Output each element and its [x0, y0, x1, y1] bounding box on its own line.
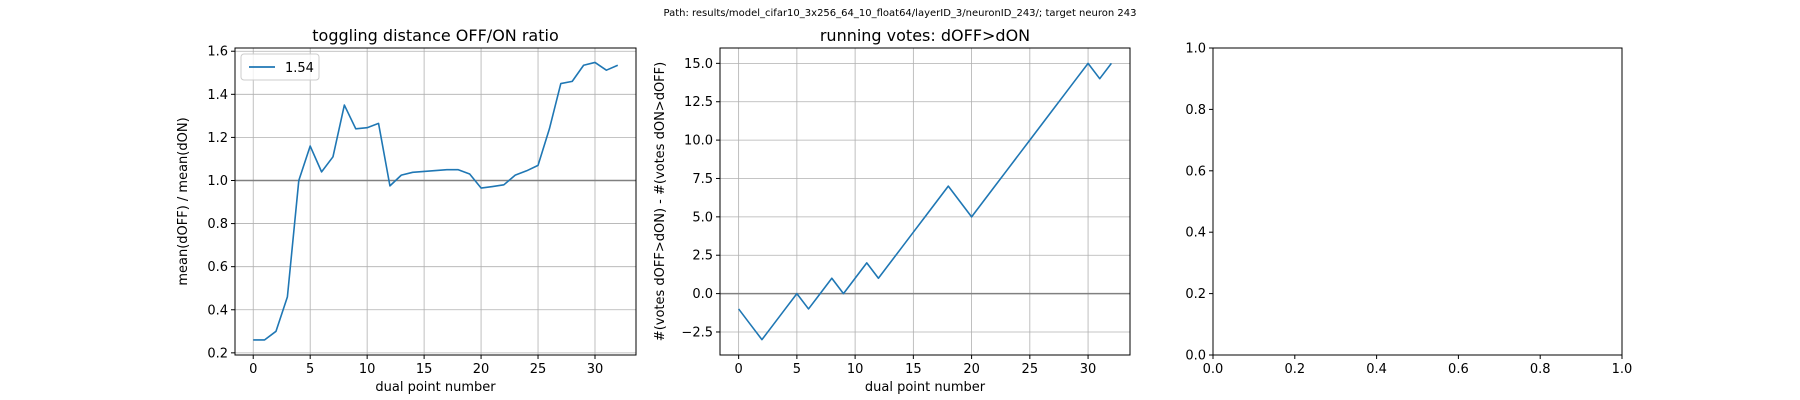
votes-xtick-label: 15 [905, 362, 922, 377]
votes-ytick-label: −2.5 [681, 325, 713, 340]
ratio-ytick-label: 1.6 [207, 45, 228, 60]
ratio-ytick-label: 1.0 [207, 174, 228, 189]
votes-ytick-label: 15.0 [684, 57, 713, 72]
figure-suptitle: Path: results/model_cifar10_3x256_64_10_… [664, 8, 1137, 19]
ratio-xtick-label: 20 [473, 362, 490, 377]
votes-axes-frame [719, 47, 1131, 356]
ratio-ytick-label: 0.6 [207, 260, 228, 275]
ratio-xtick-label: 10 [359, 362, 376, 377]
empty-ytick-label: 0.2 [1185, 287, 1206, 302]
votes-xtick-label: 30 [1080, 362, 1097, 377]
empty-xtick-label: 1.0 [1612, 362, 1633, 377]
empty-ytick-label: 0.4 [1185, 226, 1206, 241]
subplot-ratio: dual point number mean(dOFF) / mean(dON)… [176, 26, 637, 395]
empty-xtick-label: 0.2 [1284, 362, 1305, 377]
votes-ytick-label: 7.5 [692, 172, 713, 187]
votes-xtick-label: 5 [793, 362, 801, 377]
ratio-xtick-label: 15 [416, 362, 433, 377]
subplot-empty: 0.0 0.2 0.4 0.6 0.8 1.0 0.0 0.2 0.4 0.6 0.8 1.0 [1185, 42, 1632, 378]
votes-xtick-label: 10 [847, 362, 864, 377]
empty-ytick-label: 0.6 [1185, 164, 1206, 179]
ratio-ytick-label: 0.2 [207, 346, 228, 361]
votes-series-line [738, 62, 1112, 341]
ratio-ytick-label: 0.8 [207, 217, 228, 232]
legend-box [240, 53, 320, 81]
empty-xtick-label: 0.8 [1530, 362, 1551, 377]
votes-xtick-label: 0 [734, 362, 742, 377]
votes-ytick-label: 2.5 [692, 249, 713, 264]
votes-ytick-label: 0.0 [692, 287, 713, 302]
votes-ytick-label: 10.0 [684, 134, 713, 149]
empty-xtick-label: 0.6 [1448, 362, 1469, 377]
subplot-ratio-title: toggling distance OFF/ON ratio [312, 26, 558, 45]
empty-ytick-label: 0.8 [1185, 103, 1206, 118]
empty-ytick-label: 1.0 [1185, 42, 1206, 57]
empty-xtick-label: 0.4 [1366, 362, 1387, 377]
legend-entry-label: 1.54 [285, 61, 314, 76]
ratio-axes-frame [234, 47, 637, 356]
ratio-ytick-label: 1.4 [207, 88, 228, 103]
subplot-votes-xlabel: dual point number [865, 380, 986, 395]
votes-ytick-label: 5.0 [692, 210, 713, 225]
ratio-xtick-label: 25 [530, 362, 547, 377]
subplot-ratio-xlabel: dual point number [375, 380, 496, 395]
subplot-ratio-ylabel: mean(dOFF) / mean(dON) [176, 117, 191, 285]
empty-axes-frame [1212, 47, 1623, 356]
votes-xtick-label: 25 [1022, 362, 1039, 377]
subplot-votes-ylabel: #(votes dOFF>dON) - #(votes dON>dOFF) [653, 62, 668, 341]
subplot-votes: dual point number #(votes dOFF>dON) - #(… [653, 26, 1131, 395]
ratio-xtick-label: 30 [587, 362, 604, 377]
votes-xtick-label: 20 [963, 362, 980, 377]
ratio-xtick-label: 0 [249, 362, 257, 377]
empty-xtick-label: 0.0 [1203, 362, 1224, 377]
ratio-xtick-label: 5 [306, 362, 314, 377]
ratio-ytick-label: 0.4 [207, 303, 228, 318]
empty-ytick-label: 0.0 [1185, 349, 1206, 364]
ratio-ytick-label: 1.2 [207, 131, 228, 146]
subplot-votes-title: running votes: dOFF>dON [820, 26, 1030, 45]
ratio-series-line [253, 61, 619, 341]
votes-ytick-label: 12.5 [684, 95, 713, 110]
